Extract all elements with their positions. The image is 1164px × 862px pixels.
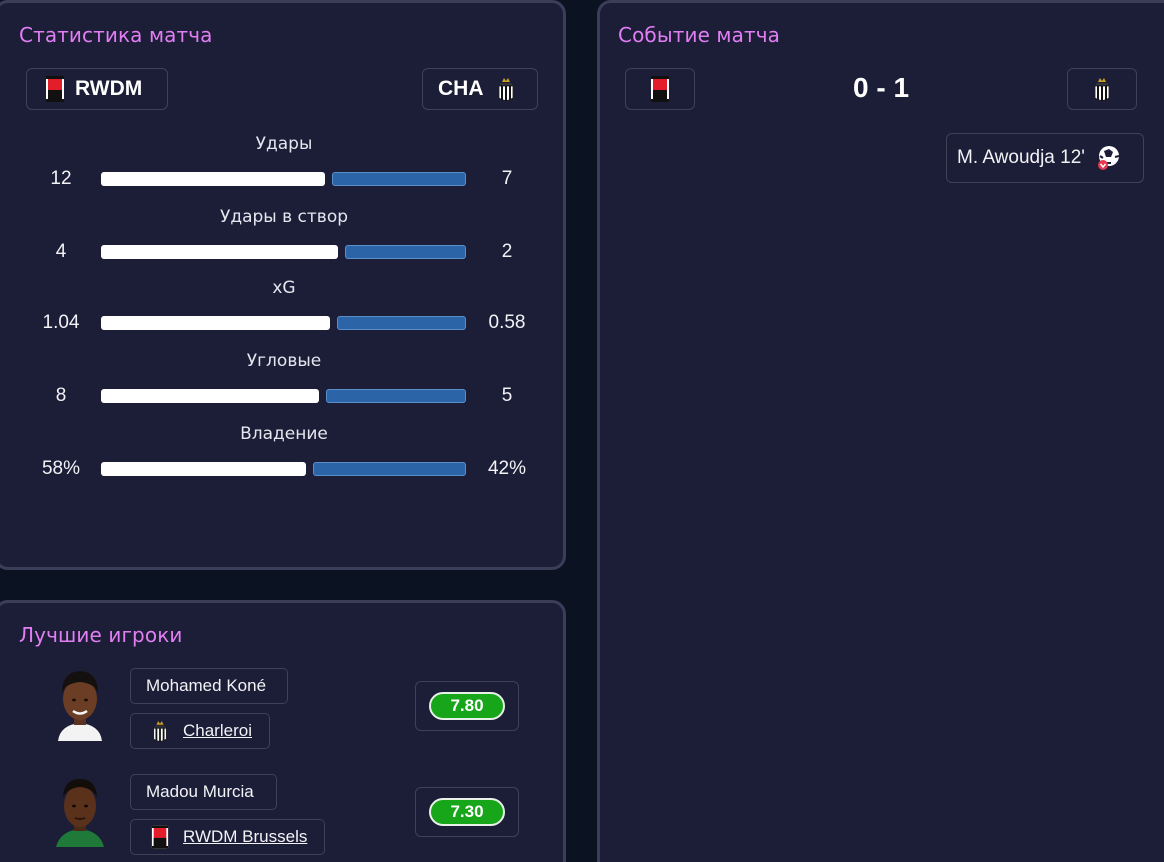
own-goal-icon — [1097, 146, 1120, 170]
stat-away-bar-corners — [326, 389, 466, 403]
match-score: 0 - 1 — [852, 72, 910, 103]
stat-away-bar-possession — [313, 462, 466, 476]
charleroi-crest-icon — [1092, 75, 1112, 103]
stat-label-shots-on-target: Удары в створ — [219, 207, 349, 227]
home-team-name: RWDM — [75, 77, 143, 100]
stat-home-bar-xg — [101, 316, 330, 330]
stat-home-xg: 1.04 — [42, 312, 80, 333]
player-name-pill-1[interactable]: Mohamed Koné — [130, 668, 288, 704]
stat-away-bar-shots — [332, 172, 466, 186]
stat-away-possession: 42% — [487, 458, 527, 479]
player-name-1: Mohamed Koné — [146, 676, 267, 695]
events-away-team-badge[interactable] — [1067, 68, 1137, 110]
player-club-pill-2[interactable]: RWDM Brussels — [130, 819, 325, 855]
stat-away-bar-xg — [337, 316, 466, 330]
away-team-badge[interactable]: CHA — [422, 68, 538, 110]
stat-label-corners: Угловые — [246, 351, 322, 371]
stat-label-xg: xG — [272, 278, 296, 298]
player-club-link-2[interactable]: RWDM Brussels — [183, 827, 308, 846]
stat-home-shots-on-target: 4 — [55, 241, 67, 262]
match-events-card: Событие матча 0 - 1 M. Awoudja 12' — [597, 0, 1164, 862]
stat-label-shots: Удары — [255, 134, 313, 154]
player-rating-2: 7.30 — [429, 798, 505, 826]
stat-home-bar-shots-on-target — [101, 245, 338, 259]
top-players-title: Лучшие игроки — [19, 623, 183, 647]
player-name-pill-2[interactable]: Madou Murcia — [130, 774, 277, 810]
match-events-title: Событие матча — [618, 23, 781, 47]
player-club-link-1[interactable]: Charleroi — [183, 721, 252, 740]
player-rating-1: 7.80 — [429, 692, 505, 720]
stat-away-bar-shots-on-target — [345, 245, 466, 259]
stat-home-shots: 12 — [50, 168, 72, 189]
player-avatar-kone — [58, 671, 102, 741]
rwdm-crest-icon — [151, 824, 169, 850]
stat-away-shots-on-target: 2 — [501, 241, 513, 262]
events-home-team-badge[interactable] — [625, 68, 695, 110]
charleroi-crest-icon — [496, 75, 516, 103]
stat-home-corners: 8 — [55, 385, 67, 406]
stat-label-possession: Владение — [240, 424, 328, 444]
player-club-pill-1[interactable]: Charleroi — [130, 713, 270, 749]
event-item-1[interactable]: M. Awoudja 12' — [946, 133, 1144, 183]
event-text-1: M. Awoudja 12' — [957, 147, 1085, 168]
charleroi-crest-icon — [151, 718, 169, 744]
top-players-card: Лучшие игроки Mohamed Koné Charleroi 7.8… — [0, 600, 566, 862]
rwdm-crest-icon — [650, 75, 670, 103]
stat-away-xg: 0.58 — [488, 312, 526, 333]
match-stats-title: Статистика матча — [19, 23, 213, 47]
rwdm-crest-icon — [45, 75, 65, 103]
player-rating-box-2: 7.30 — [415, 787, 519, 837]
stat-home-bar-corners — [101, 389, 319, 403]
player-avatar-murcia — [56, 779, 104, 847]
stat-home-bar-shots — [101, 172, 325, 186]
away-team-name: CHA — [438, 77, 484, 100]
stat-away-corners: 5 — [501, 385, 513, 406]
stat-away-shots: 7 — [501, 168, 513, 189]
stat-home-bar-possession — [101, 462, 306, 476]
match-stats-card: Статистика матча RWDM CHA Удары 12 7 Уда… — [0, 0, 566, 570]
player-rating-box-1: 7.80 — [415, 681, 519, 731]
stat-home-possession: 58% — [41, 458, 81, 479]
player-name-2: Madou Murcia — [146, 782, 254, 801]
home-team-badge[interactable]: RWDM — [26, 68, 168, 110]
